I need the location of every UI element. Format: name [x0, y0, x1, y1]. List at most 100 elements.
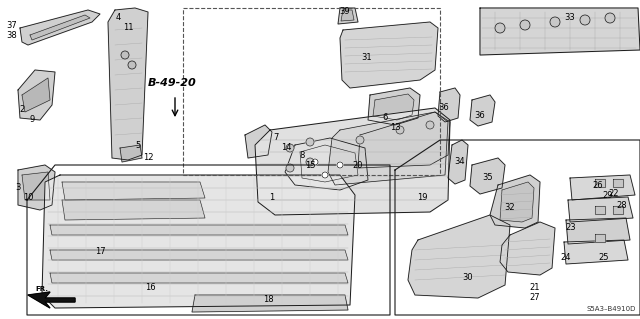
Circle shape [605, 13, 615, 23]
Polygon shape [341, 10, 354, 21]
Text: 19: 19 [417, 194, 428, 203]
Polygon shape [50, 225, 348, 235]
Text: 35: 35 [483, 174, 493, 182]
Text: 36: 36 [438, 103, 449, 113]
Circle shape [580, 15, 590, 25]
Circle shape [286, 144, 294, 152]
Polygon shape [62, 182, 205, 200]
Circle shape [306, 158, 314, 166]
Text: 36: 36 [475, 110, 485, 120]
Text: 12: 12 [143, 153, 153, 162]
Polygon shape [62, 200, 205, 220]
Polygon shape [373, 94, 414, 120]
Polygon shape [338, 8, 358, 24]
Text: 7: 7 [273, 133, 278, 143]
Circle shape [356, 136, 364, 144]
Polygon shape [595, 206, 605, 214]
Polygon shape [358, 112, 450, 168]
Text: 2: 2 [19, 106, 24, 115]
Polygon shape [22, 172, 50, 200]
Text: 4: 4 [115, 13, 120, 23]
Polygon shape [368, 88, 420, 125]
Text: 20: 20 [353, 160, 364, 169]
Polygon shape [120, 145, 142, 162]
Text: 26: 26 [593, 181, 604, 189]
Polygon shape [30, 15, 90, 40]
Polygon shape [42, 175, 355, 308]
Text: 16: 16 [145, 284, 156, 293]
Circle shape [396, 126, 404, 134]
Text: 1: 1 [269, 194, 275, 203]
Text: 34: 34 [454, 158, 465, 167]
Polygon shape [613, 179, 623, 187]
Polygon shape [500, 182, 534, 222]
Text: 29: 29 [603, 190, 613, 199]
Polygon shape [300, 145, 358, 182]
Polygon shape [595, 179, 605, 187]
Text: 17: 17 [95, 248, 106, 256]
Polygon shape [470, 95, 495, 126]
Text: 9: 9 [29, 115, 35, 124]
Text: 5: 5 [136, 140, 141, 150]
Text: 38: 38 [6, 31, 17, 40]
Polygon shape [285, 138, 368, 190]
Polygon shape [570, 175, 635, 200]
Text: 32: 32 [505, 204, 515, 212]
Circle shape [520, 20, 530, 30]
Polygon shape [500, 222, 555, 275]
Polygon shape [448, 140, 468, 184]
Text: 23: 23 [566, 224, 576, 233]
Text: 10: 10 [23, 192, 33, 202]
Circle shape [121, 51, 129, 59]
Circle shape [337, 162, 343, 168]
Circle shape [286, 164, 294, 172]
Polygon shape [564, 240, 628, 264]
Circle shape [322, 172, 328, 178]
Text: 22: 22 [609, 189, 620, 197]
Text: 24: 24 [561, 254, 572, 263]
Polygon shape [50, 250, 348, 260]
Text: 13: 13 [390, 123, 400, 132]
Polygon shape [470, 158, 505, 194]
Circle shape [426, 121, 434, 129]
Text: 31: 31 [362, 54, 372, 63]
Text: 3: 3 [15, 182, 20, 191]
Polygon shape [255, 108, 450, 215]
Text: 25: 25 [599, 254, 609, 263]
Polygon shape [22, 78, 50, 112]
Polygon shape [438, 88, 460, 122]
Text: 11: 11 [123, 24, 133, 33]
Text: S5A3–B4910D: S5A3–B4910D [587, 306, 636, 312]
Polygon shape [566, 218, 630, 244]
Polygon shape [340, 22, 438, 88]
Text: 21: 21 [530, 284, 540, 293]
Polygon shape [18, 165, 55, 210]
Text: 30: 30 [463, 273, 474, 283]
Polygon shape [245, 125, 272, 158]
Polygon shape [28, 292, 75, 308]
Text: 37: 37 [6, 20, 17, 29]
Polygon shape [18, 70, 55, 120]
Text: 33: 33 [564, 13, 575, 23]
Text: 15: 15 [305, 160, 316, 169]
Text: FR.: FR. [35, 286, 48, 292]
Polygon shape [192, 295, 348, 312]
Circle shape [306, 138, 314, 146]
Circle shape [550, 17, 560, 27]
Polygon shape [613, 206, 623, 214]
Polygon shape [328, 112, 448, 185]
Polygon shape [408, 215, 510, 298]
Text: 39: 39 [340, 8, 350, 17]
Polygon shape [490, 175, 540, 228]
Bar [183, 8, 440, 175]
Circle shape [312, 159, 318, 165]
Polygon shape [50, 273, 348, 283]
Text: B-49-20: B-49-20 [148, 78, 196, 88]
Circle shape [495, 23, 505, 33]
Polygon shape [480, 8, 640, 55]
Polygon shape [568, 197, 633, 222]
Text: 6: 6 [382, 114, 388, 122]
Text: 28: 28 [617, 201, 627, 210]
Text: 18: 18 [262, 295, 273, 305]
Polygon shape [595, 234, 605, 242]
